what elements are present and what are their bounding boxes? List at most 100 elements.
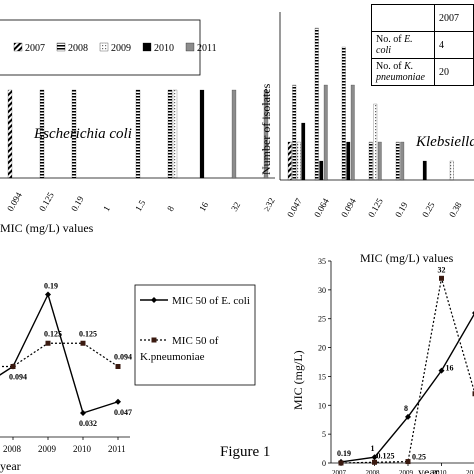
kleb-bar xyxy=(319,160,324,181)
mic50-legend-ecoli-marker xyxy=(151,297,157,303)
mic50-data-label: 0.19 xyxy=(44,282,58,291)
mic50-ecoli-point xyxy=(45,291,51,298)
table-header-cell xyxy=(371,4,435,32)
trend-x-ticks: 2007 2008 2009 2010 2011 xyxy=(332,463,474,474)
mic50-kleb-point xyxy=(115,364,121,369)
trend-dotted-point xyxy=(372,459,377,465)
mic50-x-tick-label: 2008 xyxy=(3,444,22,454)
ecoli-x-axis-label: MIC (mg/L) values xyxy=(0,221,94,235)
table-row-label: No. of E. coli xyxy=(371,31,435,59)
ecoli-tick-label: 0.094 xyxy=(5,190,24,213)
ecoli-legend-label: 2011 xyxy=(197,43,217,54)
kleb-tick-label: 0.094 xyxy=(339,196,358,219)
ecoli-bars xyxy=(7,89,269,179)
kleb-tick-label: 0.047 xyxy=(285,196,304,219)
mic50-kleb-point xyxy=(10,364,16,369)
trend-y-tick-label: 0 xyxy=(322,459,326,468)
mic50-legend-kleb-label: MIC 50 of xyxy=(172,335,219,347)
ecoli-tick-label: 8 xyxy=(165,204,176,213)
kleb-bar xyxy=(323,84,328,181)
trend-y-tick-label: 20 xyxy=(318,344,326,353)
trend-solid-point xyxy=(438,367,445,374)
ecoli-legend-swatch xyxy=(99,42,109,52)
trend-y-axis-label: MIC (mg/L) xyxy=(291,350,305,410)
mic50-data-label: 0.125 xyxy=(79,329,97,338)
ecoli-bar xyxy=(172,89,178,179)
ecoli-legend: 2007 2008 2009 2010 2011 xyxy=(13,42,217,54)
kleb-tick-label: 0.25 xyxy=(420,200,437,219)
kleb-bar xyxy=(341,46,346,181)
panel-mic-trend: 0 5 10 15 20 25 30 35 2007 2008 2009 2010 2011 0.19… xyxy=(291,257,474,474)
kleb-x-axis-label: MIC (mg/L) values xyxy=(360,251,454,265)
ecoli-tick-label: 0.125 xyxy=(37,190,56,213)
trend-solid-point xyxy=(371,454,378,461)
trend-x-tick-label: 2008 xyxy=(366,469,381,474)
ecoli-bar xyxy=(7,89,13,179)
kleb-bar xyxy=(314,27,319,181)
table-row-value: 20 xyxy=(434,58,474,86)
table-label-text: No. of xyxy=(376,61,405,72)
table-row: No. of E. coli 4 xyxy=(371,31,474,59)
trend-y-tick-label: 30 xyxy=(318,286,326,295)
trend-lines: 0.19 1 8 16 0.125 0.25 32 xyxy=(337,265,474,466)
kleb-tick-label: 0.125 xyxy=(366,196,385,219)
mic50-data-label: 0.094 xyxy=(9,373,27,382)
mic50-data-label: 0.047 xyxy=(114,408,132,417)
kleb-bar xyxy=(287,141,292,181)
ecoli-bar xyxy=(231,89,237,179)
trend-data-label: 8 xyxy=(404,404,408,413)
kleb-y-axis-label: Number of isolates xyxy=(259,83,273,175)
ecoli-legend-label: 2008 xyxy=(68,43,88,54)
mic50-data-label: 0.032 xyxy=(79,419,97,428)
ecoli-tick-label: 1.5 xyxy=(133,198,148,213)
kleb-bar xyxy=(292,84,297,181)
kleb-bar xyxy=(301,122,306,181)
trend-dotted-point xyxy=(405,459,411,465)
mic50-ecoli-point xyxy=(80,410,86,416)
mic50-legend-kleb-label-cont: K.pneumoniae xyxy=(140,351,205,363)
mic50-kleb-point xyxy=(45,340,51,346)
trend-x-tick-label: 2009 xyxy=(399,469,414,474)
trend-data-label: 1 xyxy=(371,444,375,453)
kleb-bar xyxy=(296,141,301,181)
panel-ecoli: 2007 2008 2009 2010 2011 0.094 0.125 0.19 1 1.5 8… xyxy=(0,19,277,235)
ecoli-tick-label: 0.19 xyxy=(69,194,86,213)
kleb-annotation: Klebsiella xyxy=(415,134,474,150)
trend-y-tick-label: 35 xyxy=(318,257,326,266)
mic50-x-axis-label: year xyxy=(0,459,21,473)
trend-y-tick-label: 25 xyxy=(318,315,326,324)
ecoli-tick-labels: 0.094 0.125 0.19 1 1.5 8 16 32 ≥32 xyxy=(5,190,277,213)
kleb-bar xyxy=(368,141,373,181)
trend-data-label: 0.19 xyxy=(337,449,351,458)
ecoli-legend-label: 2007 xyxy=(25,43,45,54)
mic50-kleb-point xyxy=(80,340,86,346)
kleb-tick-label: 0.19 xyxy=(393,200,410,219)
trend-data-label: 0.25 xyxy=(412,453,426,462)
mic50-ecoli-line xyxy=(0,292,119,414)
mic50-data-label: 0.125 xyxy=(44,329,62,338)
mic50-lines: 0.094 0.19 0.032 0.047 0.125 0.125 0.094 xyxy=(0,282,132,428)
mic50-kleb-line xyxy=(0,342,119,368)
trend-x-tick-label: 2007 xyxy=(332,469,347,474)
kleb-bar xyxy=(346,141,351,181)
ecoli-bar xyxy=(135,89,141,179)
ecoli-tick-label: 1 xyxy=(101,204,112,213)
kleb-bar xyxy=(350,84,355,181)
table-header-year: 2007 xyxy=(434,4,474,32)
ecoli-bar xyxy=(39,89,45,179)
kleb-bar xyxy=(400,141,405,181)
trend-x-tick-label: 2011 xyxy=(466,469,474,474)
trend-dotted-point xyxy=(338,460,344,466)
mic50-ecoli-point xyxy=(115,398,121,405)
trend-solid-point xyxy=(405,413,411,420)
mic50-x-tick-label: 2009 xyxy=(38,444,57,454)
mic50-x-tick-label: 2011 xyxy=(108,444,126,454)
trend-y-tick-label: 5 xyxy=(322,430,326,439)
trend-data-label: 0.125 xyxy=(377,451,395,460)
ecoli-legend-swatch xyxy=(185,42,195,52)
ecoli-legend-swatch xyxy=(13,42,23,52)
kleb-bar xyxy=(395,141,400,181)
